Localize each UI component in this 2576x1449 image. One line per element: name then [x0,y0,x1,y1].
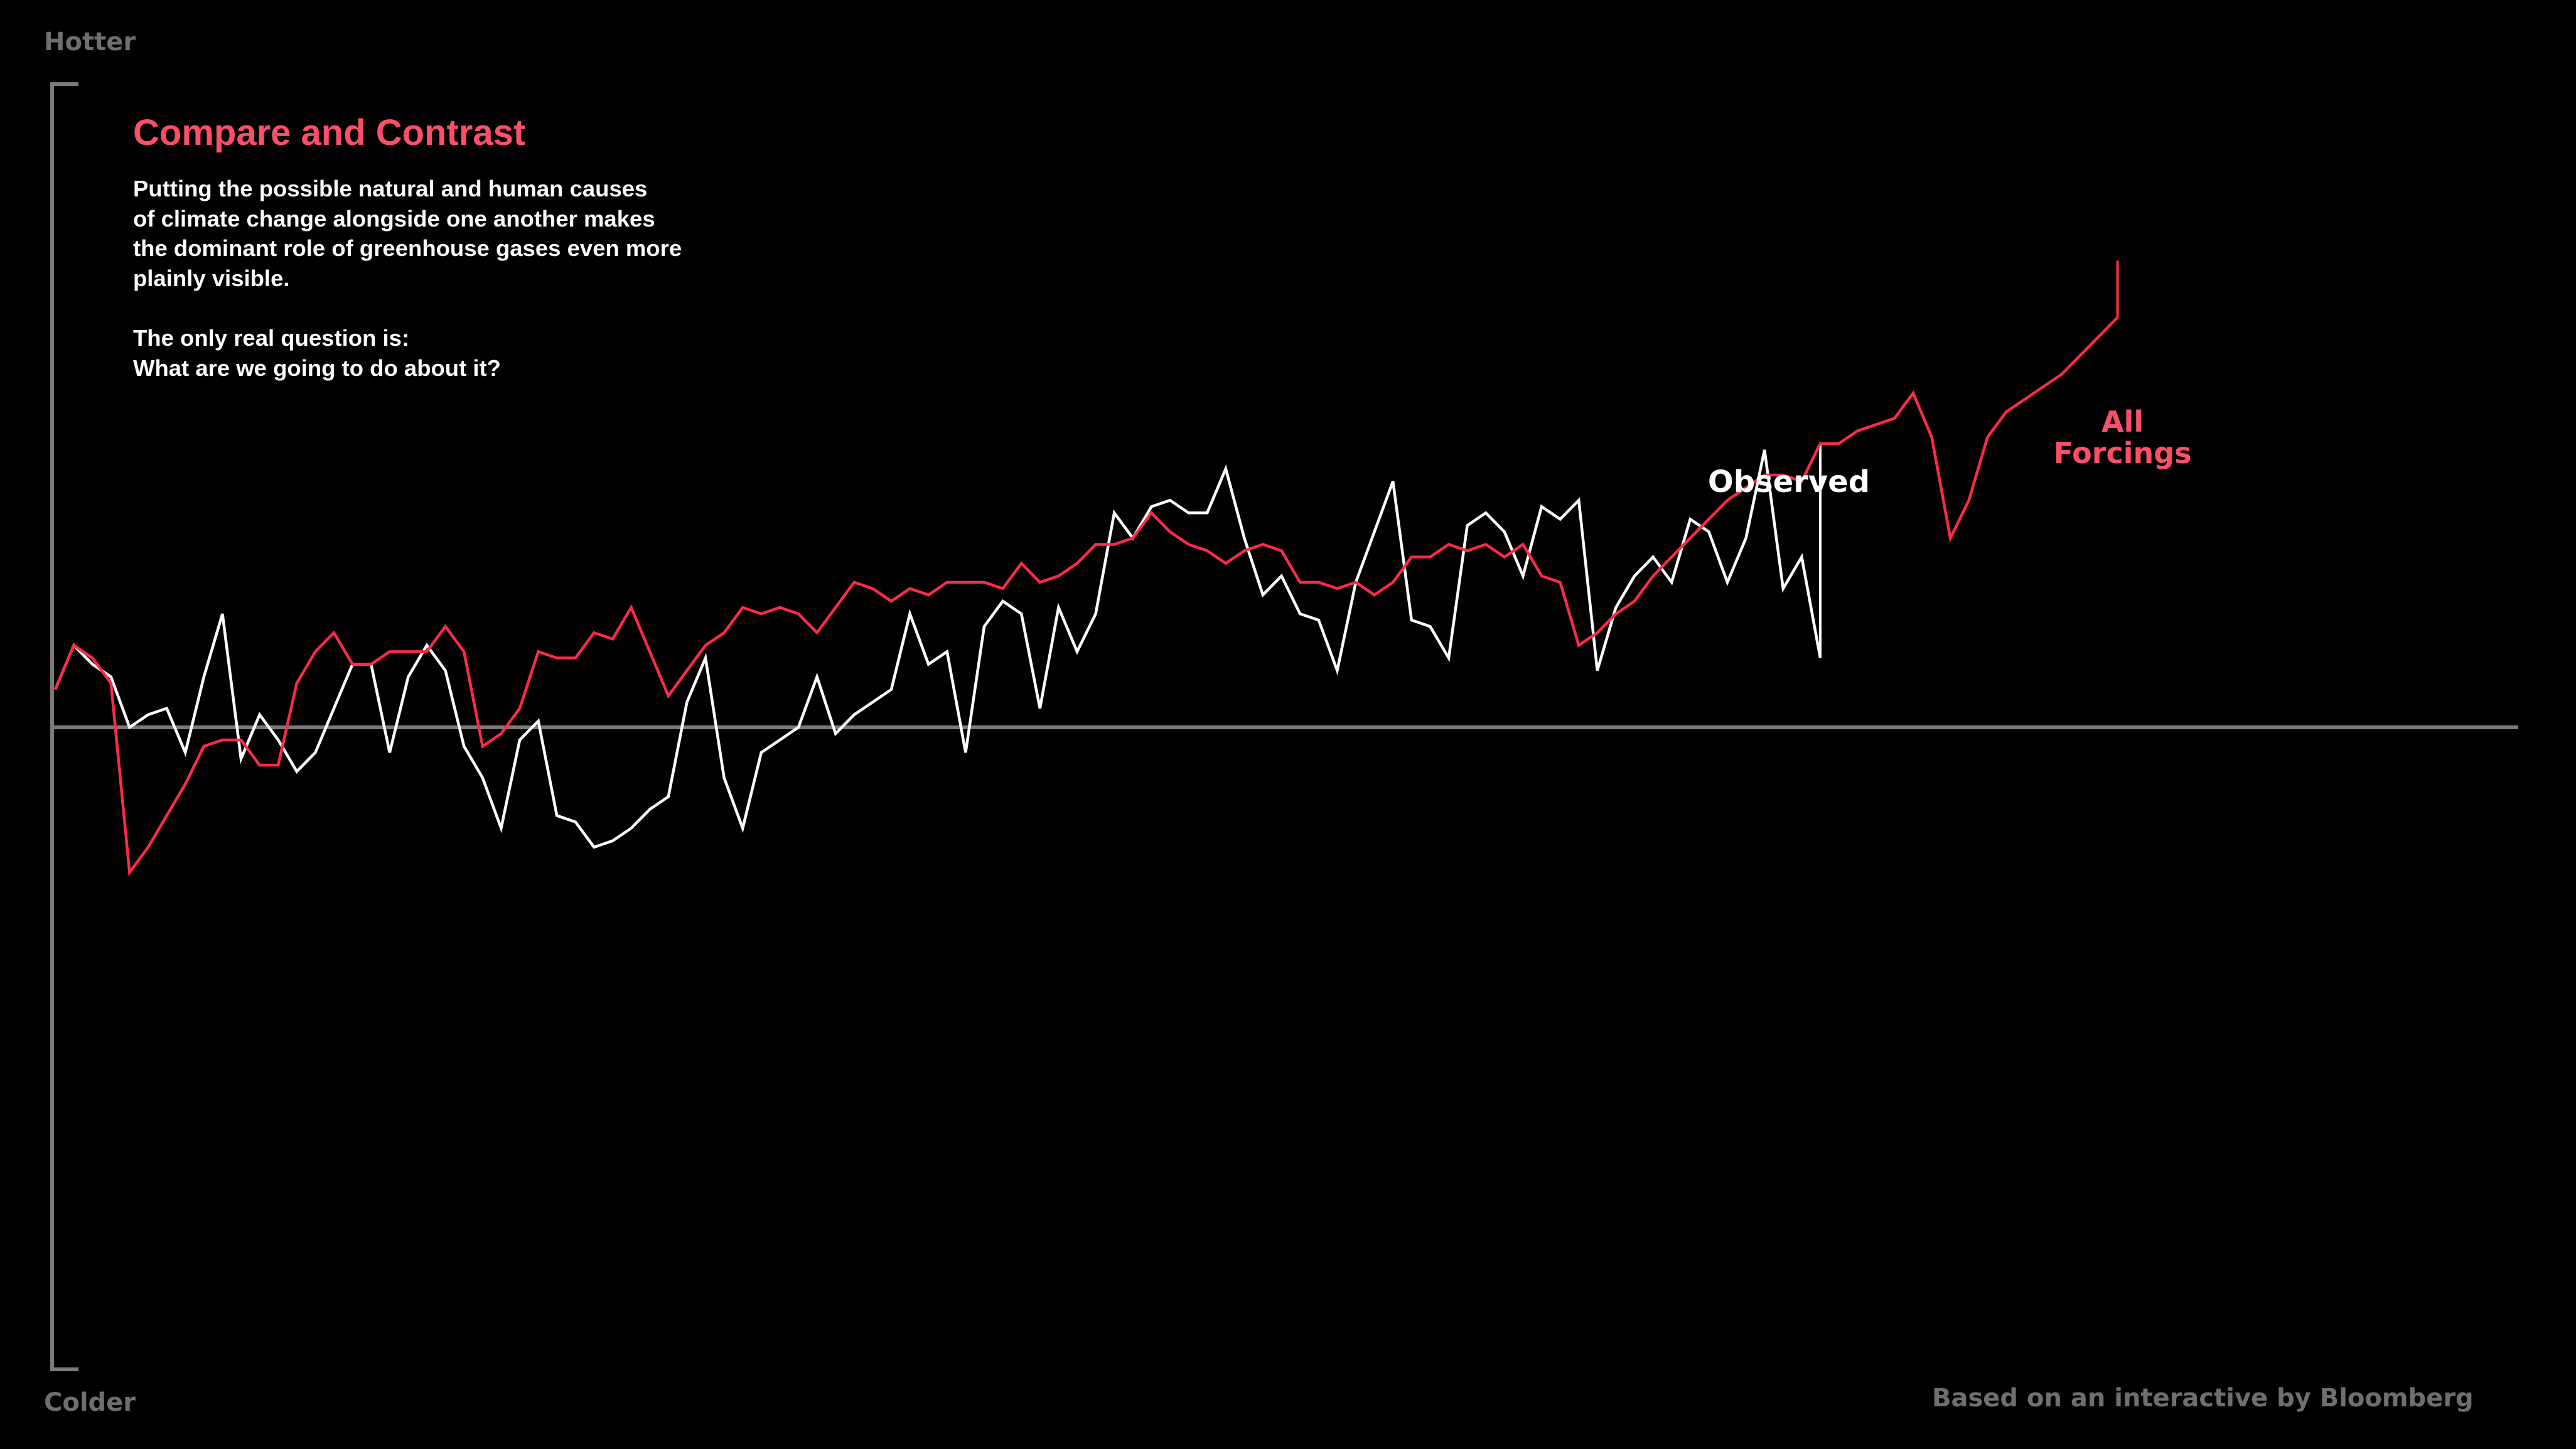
all-forcings-label-line: All [2101,405,2144,439]
intro-paragraph: Putting the possible natural and human c… [133,176,682,291]
source-credit: Based on an interactive by Bloomberg [1932,1384,2474,1413]
question-paragraph: The only real question is: What are we g… [133,325,501,381]
series-label-layer: Observed All Forcings [1708,405,2192,500]
axis-layer [50,82,2518,1371]
colder-label: Colder [44,1388,136,1417]
observed-series-label: Observed [1708,464,1870,500]
chart-title: Compare and Contrast [133,112,526,153]
observed-line [53,449,1822,849]
series-layer [53,260,2119,877]
all-forcings-line [53,316,2119,877]
hotter-label: Hotter [44,28,136,56]
all-forcings-series-label: All Forcings [2054,405,2192,470]
all-forcings-label-line: Forcings [2054,436,2192,470]
